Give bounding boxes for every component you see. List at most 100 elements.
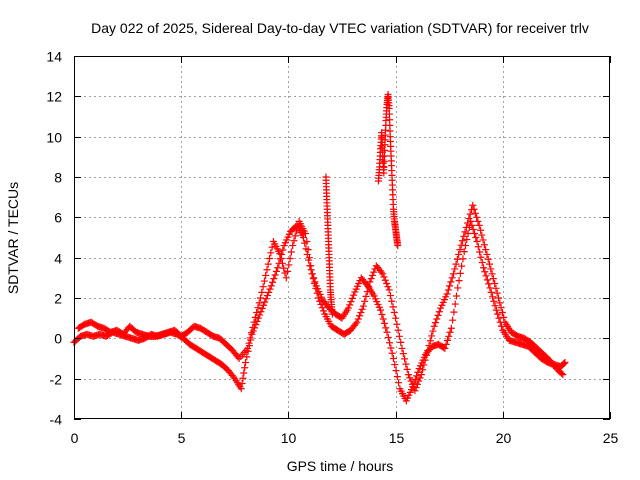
data-point (284, 267, 292, 275)
data-point (328, 308, 336, 316)
data-point (556, 368, 564, 376)
y-tick-label: -4 (50, 412, 63, 428)
data-point (393, 320, 401, 328)
data-point (402, 360, 410, 368)
data-point (318, 304, 326, 312)
data-point (480, 241, 488, 249)
data-point (222, 364, 230, 372)
data-point (316, 297, 324, 305)
data-point (270, 275, 278, 283)
data-point (489, 293, 497, 301)
data-point (484, 255, 492, 263)
data-point (419, 366, 427, 374)
data-point (274, 264, 282, 272)
data-point (390, 309, 398, 317)
y-tick-label: 6 (54, 210, 62, 226)
data-point (385, 286, 393, 294)
data-point (277, 254, 285, 262)
data-point (220, 338, 228, 346)
data-point (356, 312, 364, 320)
data-point (425, 342, 433, 350)
data-point (462, 223, 470, 231)
data-point (305, 254, 313, 262)
data-point (478, 231, 486, 239)
data-point (389, 355, 397, 362)
data-point (471, 209, 479, 217)
data-point (322, 186, 330, 194)
data-point (278, 259, 286, 267)
x-tick-label: 5 (178, 430, 186, 446)
data-point (215, 359, 223, 367)
data-point (78, 322, 86, 330)
data-point (485, 280, 493, 288)
data-point (495, 314, 503, 322)
data-point (455, 277, 463, 285)
data-point (365, 283, 373, 291)
data-point (354, 315, 362, 323)
data-point (445, 332, 453, 340)
data-point (181, 330, 189, 338)
data-point (389, 200, 397, 208)
data-point (460, 248, 468, 256)
data-point (378, 311, 386, 319)
data-point (391, 361, 399, 369)
x-tick-label: 0 (71, 430, 79, 446)
data-point (451, 265, 459, 273)
data-point (483, 276, 491, 284)
data-point (384, 334, 392, 342)
data-point (272, 267, 280, 275)
data-point (380, 273, 388, 281)
series-main-trend-b (74, 201, 567, 395)
x-tick-label: 20 (496, 430, 512, 446)
data-point (477, 226, 485, 234)
data-point (446, 328, 454, 336)
data-point (493, 289, 501, 297)
data-point (265, 288, 273, 296)
data-point (331, 325, 339, 333)
data-point (324, 234, 332, 242)
data-point (464, 219, 472, 227)
data-point (323, 202, 331, 210)
data-point (388, 297, 396, 305)
data-point (370, 268, 378, 276)
data-point (482, 272, 490, 280)
data-point (320, 307, 328, 315)
data-point (249, 323, 257, 331)
data-point (472, 234, 480, 241)
data-point (449, 316, 457, 324)
data-point (411, 375, 419, 383)
data-point (442, 293, 450, 301)
data-point (324, 218, 332, 226)
data-point (474, 243, 482, 251)
data-point (494, 310, 502, 318)
data-point (447, 324, 455, 332)
data-point (479, 236, 487, 244)
data-point (314, 294, 322, 302)
data-point (438, 343, 446, 351)
data-point (175, 330, 183, 338)
data-point (387, 344, 395, 352)
data-point (496, 299, 504, 307)
data-point (385, 102, 393, 110)
data-point (298, 231, 306, 239)
data-point (309, 275, 317, 283)
data-point (403, 365, 411, 373)
data-point (421, 356, 429, 364)
data-point (392, 314, 400, 322)
data-point (424, 346, 432, 354)
chart-title: Day 022 of 2025, Sidereal Day-to-day VTE… (91, 20, 589, 36)
data-point (492, 284, 500, 292)
data-point (304, 246, 312, 254)
data-point (386, 127, 394, 135)
data-point (325, 250, 333, 258)
data-point (435, 308, 443, 316)
data-point (475, 221, 483, 229)
data-point (452, 292, 460, 300)
data-point (511, 331, 519, 339)
data-point (267, 282, 275, 290)
data-point (451, 300, 459, 308)
data-point (482, 246, 490, 254)
data-point (266, 254, 274, 262)
data-point (357, 309, 365, 317)
data-point (463, 236, 471, 244)
